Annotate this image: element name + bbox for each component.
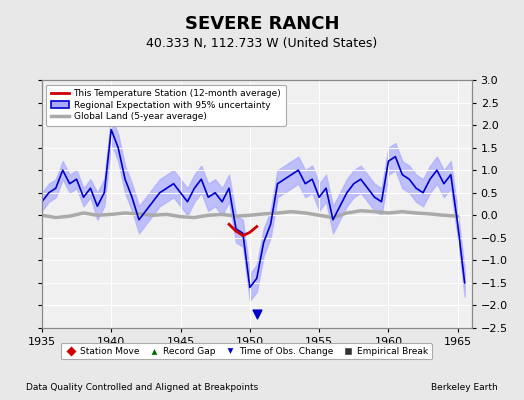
Text: SEVERE RANCH: SEVERE RANCH xyxy=(185,15,339,33)
Legend: Station Move, Record Gap, Time of Obs. Change, Empirical Break: Station Move, Record Gap, Time of Obs. C… xyxy=(61,343,432,360)
Point xyxy=(253,311,261,318)
Legend: This Temperature Station (12-month average), Regional Expectation with 95% uncer: This Temperature Station (12-month avera… xyxy=(47,84,286,126)
Text: Data Quality Controlled and Aligned at Breakpoints: Data Quality Controlled and Aligned at B… xyxy=(26,384,258,392)
Text: Berkeley Earth: Berkeley Earth xyxy=(431,384,498,392)
Text: 40.333 N, 112.733 W (United States): 40.333 N, 112.733 W (United States) xyxy=(146,38,378,50)
